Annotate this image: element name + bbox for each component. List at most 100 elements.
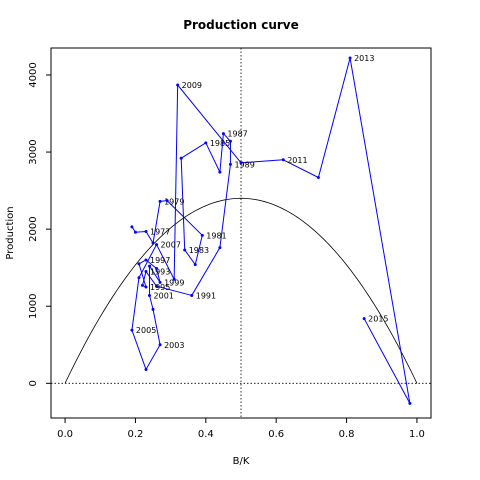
point-year-label: 1991 xyxy=(196,291,216,300)
series-segment xyxy=(145,271,157,287)
data-point xyxy=(148,264,152,268)
series-segment xyxy=(180,142,207,159)
data-point xyxy=(348,56,352,60)
data-point xyxy=(239,161,243,165)
point-year-label: 2011 xyxy=(287,156,307,165)
y-axis-label: Production xyxy=(5,206,16,259)
point-year-label: 1985 xyxy=(210,139,230,148)
data-point xyxy=(228,139,232,143)
data-point xyxy=(176,83,180,87)
data-point xyxy=(218,246,222,250)
point-year-label: 1981 xyxy=(206,231,226,240)
data-point xyxy=(408,401,412,405)
point-year-label: 1983 xyxy=(189,246,209,255)
point-year-label: 1989 xyxy=(234,160,254,169)
data-point xyxy=(218,170,222,174)
series-segment xyxy=(166,200,203,236)
point-year-label: 1999 xyxy=(164,278,184,287)
series-segment xyxy=(191,247,221,296)
point-year-label: 1987 xyxy=(227,130,247,139)
data-point xyxy=(183,248,187,252)
series-segment xyxy=(205,142,221,173)
series-segment xyxy=(149,265,161,283)
x-tick-label: 0.0 xyxy=(57,429,73,440)
y-tick-label: 2000 xyxy=(28,216,39,241)
reference-curve-group xyxy=(64,197,418,384)
series-segment xyxy=(180,158,186,250)
data-point xyxy=(148,293,152,297)
series-segment xyxy=(184,249,196,265)
data-point xyxy=(144,258,148,262)
data-point xyxy=(204,141,208,145)
series-segment xyxy=(152,309,161,345)
series-segment xyxy=(240,159,284,164)
data-point xyxy=(193,263,197,267)
series-segment xyxy=(349,57,411,404)
data-point xyxy=(151,241,155,245)
data-point xyxy=(130,328,134,332)
data-point xyxy=(144,285,148,289)
point-year-label: 1997 xyxy=(150,256,170,265)
data-point xyxy=(155,243,159,247)
point-year-label: 2013 xyxy=(354,54,374,63)
data-point xyxy=(281,158,285,162)
series-segment xyxy=(156,244,175,280)
x-tick-label: 0.8 xyxy=(339,429,355,440)
y-tick-label: 3000 xyxy=(28,139,39,164)
data-point xyxy=(144,270,148,274)
plot-frame xyxy=(50,47,432,419)
point-year-label: 2015 xyxy=(368,315,388,324)
series-segment xyxy=(194,235,203,265)
y-tick-label: 1000 xyxy=(28,294,39,319)
data-point xyxy=(172,277,176,281)
x-tick-label: 0.6 xyxy=(268,429,284,440)
data-point xyxy=(158,199,162,203)
y-tick-label: 0 xyxy=(28,380,39,386)
x-axis-label: B/K xyxy=(233,456,250,467)
data-point xyxy=(137,276,141,280)
point-year-label: 2001 xyxy=(154,291,174,300)
point-year-label: 2003 xyxy=(164,341,184,350)
x-tick-label: 0.2 xyxy=(127,429,143,440)
series-segment xyxy=(145,344,161,370)
data-point xyxy=(151,307,155,311)
series-segment xyxy=(149,295,154,310)
series-segment xyxy=(173,84,179,280)
series-segment xyxy=(223,133,231,142)
point-year-label: 1979 xyxy=(164,197,184,206)
series-segment xyxy=(177,84,242,164)
point-year-label: 2007 xyxy=(161,241,181,250)
series-segment xyxy=(363,318,411,404)
series-segment xyxy=(141,271,147,286)
data-point xyxy=(190,293,194,297)
series-segment xyxy=(152,201,161,244)
series-segment xyxy=(219,164,231,248)
data-point xyxy=(362,317,366,321)
data-point xyxy=(133,230,137,234)
x-tick-label: 1.0 xyxy=(409,429,425,440)
point-year-label: 1995 xyxy=(150,283,170,292)
data-point xyxy=(155,266,159,270)
point-year-label: 2009 xyxy=(182,81,202,90)
series-segment xyxy=(282,159,319,178)
chart-title: Production curve xyxy=(183,18,299,32)
data-point xyxy=(140,283,144,287)
data-point xyxy=(158,280,162,284)
series-segment xyxy=(156,285,192,296)
series-segment xyxy=(135,230,147,233)
point-year-label: 1993 xyxy=(150,268,170,277)
data-point xyxy=(179,156,183,160)
y-tick-label: 4000 xyxy=(28,62,39,87)
data-point xyxy=(144,367,148,371)
point-year-label: 1977 xyxy=(150,227,170,236)
point-year-label: 2005 xyxy=(136,326,156,335)
data-point xyxy=(130,225,134,229)
data-point xyxy=(316,176,320,179)
series-segment xyxy=(145,231,154,244)
production-curve xyxy=(64,197,418,384)
series-segment xyxy=(138,263,147,288)
series-segment xyxy=(138,244,157,278)
